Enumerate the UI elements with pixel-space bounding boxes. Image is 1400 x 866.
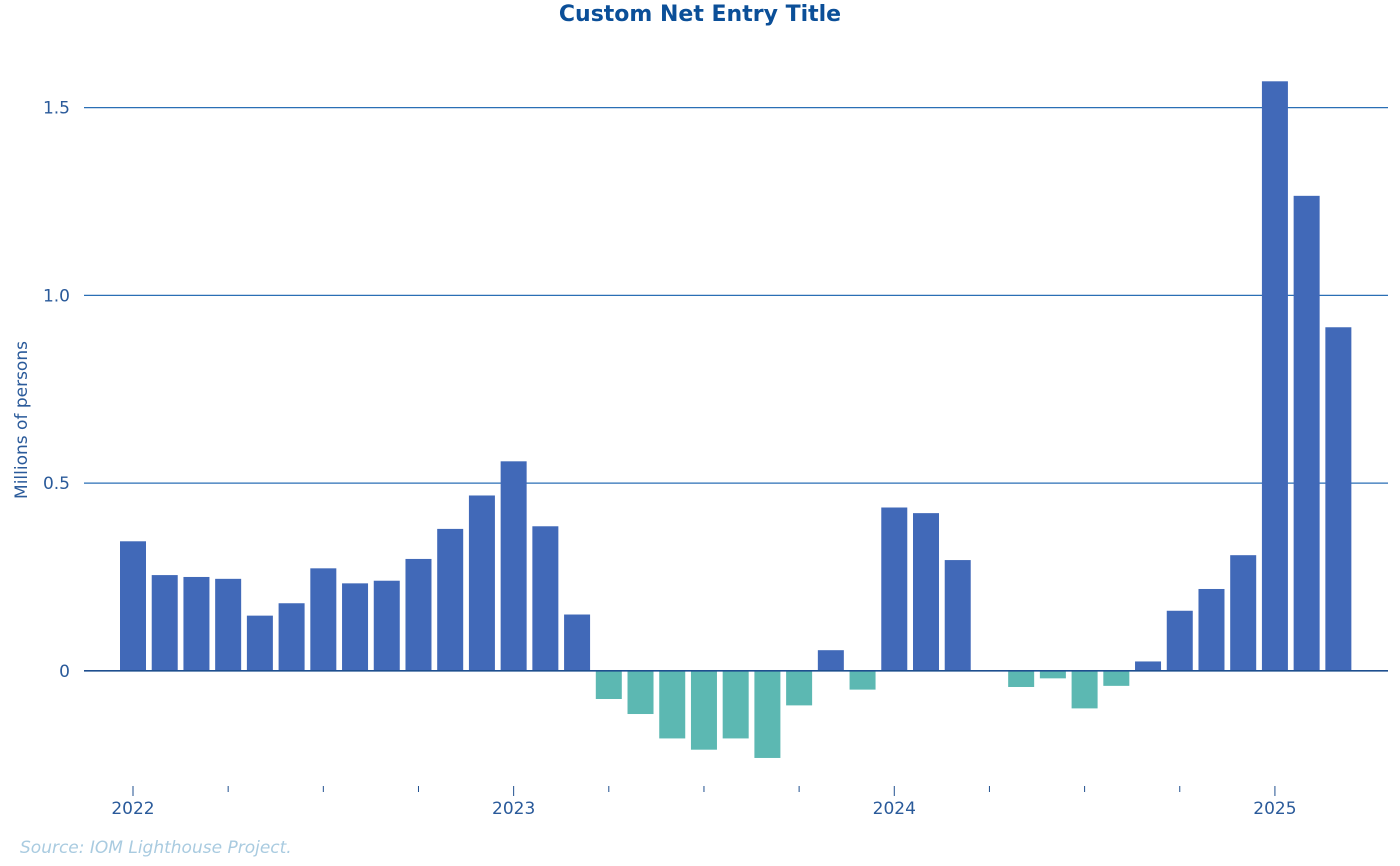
y-tick-label: 1.5: [43, 99, 70, 119]
bar: [373, 580, 400, 671]
bar: [1198, 588, 1225, 671]
gridlines: [84, 106, 1388, 484]
bar: [786, 670, 813, 706]
bar: [564, 614, 591, 671]
x-tick-label: 2022: [111, 799, 154, 819]
bar: [1071, 670, 1098, 709]
bar: [151, 575, 178, 671]
bar: [405, 558, 432, 671]
bar: [183, 576, 210, 671]
bar: [437, 528, 464, 671]
bar: [849, 670, 876, 690]
bar: [754, 670, 781, 758]
bar: [468, 495, 495, 671]
chart-title: Custom Net Entry Title: [558, 2, 842, 27]
bar: [215, 578, 242, 671]
bar: [595, 670, 622, 700]
bar: [532, 526, 559, 671]
bar: [690, 670, 717, 750]
x-ticks: 2022 2023 2024 2025: [111, 786, 1297, 819]
bar: [627, 670, 654, 715]
bar: [1039, 670, 1066, 679]
bar: [881, 507, 908, 671]
bar: [817, 650, 844, 671]
bar: [659, 670, 686, 739]
bar: [1293, 195, 1320, 671]
bar: [342, 583, 369, 671]
bar: [722, 670, 749, 739]
bar: [246, 615, 273, 671]
x-tick-label: 2023: [492, 799, 535, 819]
bar: [1261, 81, 1288, 671]
bar: [278, 603, 305, 671]
bar: [500, 461, 527, 671]
bar: [913, 513, 939, 671]
bar: [120, 541, 146, 671]
bars: [120, 81, 1352, 758]
x-tick-label: 2024: [873, 799, 916, 819]
y-tick-labels: 0 0.5 1.0 1.5: [43, 99, 70, 682]
bar: [1325, 327, 1352, 671]
y-tick-label: 0.5: [43, 474, 70, 494]
source-note: Source: IOM Lighthouse Project.: [20, 838, 292, 858]
y-tick-label: 1.0: [43, 286, 70, 306]
bar: [1135, 661, 1162, 671]
y-tick-label: 0: [59, 662, 70, 682]
y-axis-label: Millions of persons: [12, 341, 32, 499]
bar: [1166, 610, 1193, 671]
bar: [310, 568, 337, 671]
x-tick-label: 2025: [1253, 799, 1296, 819]
bar: [1008, 670, 1035, 687]
bar: [944, 560, 971, 671]
bar: [1103, 670, 1130, 686]
bar: [1230, 555, 1257, 671]
